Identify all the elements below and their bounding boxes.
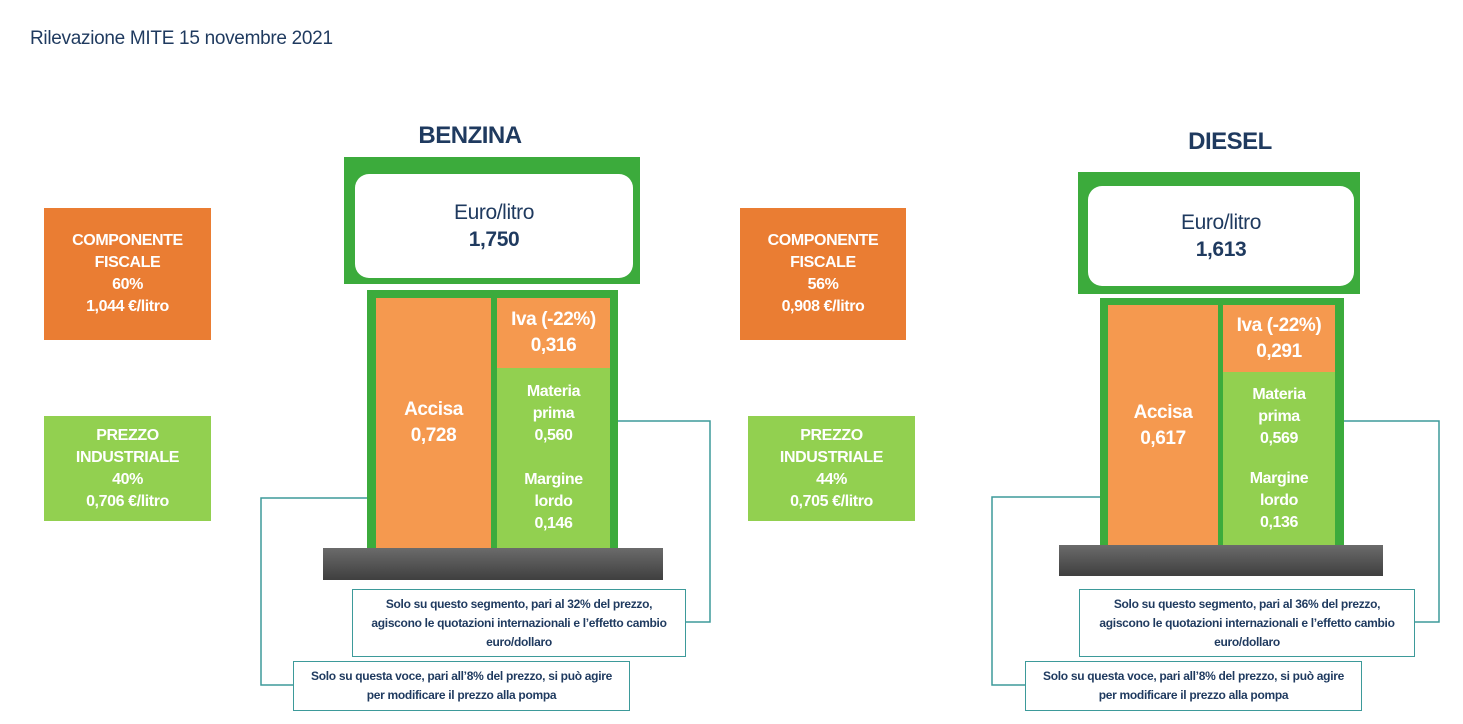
diesel-note-materia-line1: Solo su questo segmento, pari al 36% del… [1113, 596, 1381, 611]
diesel-unit-label: Euro/litro [1180, 211, 1262, 234]
diesel-fiscal-amount: 0,908 €/litro [781, 298, 865, 315]
benzina-heading: BENZINA [418, 122, 522, 149]
diesel-industrial-box: PREZZO INDUSTRIALE 44% 0,705 €/litro [748, 416, 915, 521]
diesel-fiscal-pct: 56% [807, 276, 839, 293]
benzina-fiscal-line2: FISCALE [94, 254, 161, 271]
benzina-industrial-amount: 0,706 €/litro [86, 492, 169, 510]
diesel-note-materia-line3: euro/dollaro [1214, 634, 1280, 649]
diesel-note-margine-line1: Solo su questa voce, pari all’8% del pre… [1043, 669, 1344, 683]
benzina-iva-value: 0,316 [530, 335, 577, 356]
benzina-margine-l1: Margine [524, 471, 583, 488]
benzina-accisa-label: Accisa [404, 399, 463, 420]
benzina-price-display: Euro/litro 1,750 [355, 174, 633, 278]
diesel-fiscal-box: COMPONENTE FISCALE 56% 0,908 €/litro [740, 208, 906, 340]
diesel-fiscal-line1: COMPONENTE [767, 232, 879, 249]
benzina-note-materia-line1: Solo su questo segmento, pari al 32% del… [385, 596, 653, 611]
benzina-margine-value: 0,146 [534, 515, 573, 532]
diesel-note-materia-line2: agiscono le quotazioni internazionali e … [1099, 615, 1395, 630]
benzina-fiscal-line1: COMPONENTE [72, 232, 183, 249]
benzina-note-margine-line1: Solo su questa voce, pari all’8% del pre… [311, 669, 612, 683]
benzina-fiscal-pct: 60% [112, 276, 143, 293]
diesel-accisa-label: Accisa [1133, 401, 1193, 423]
benzina-accisa-value: 0,728 [410, 425, 457, 446]
benzina-industrial-line1: PREZZO [96, 426, 159, 444]
benzina-materia-l1: Materia [526, 383, 581, 400]
diesel-margine-l2: lordo [1260, 492, 1298, 509]
diesel-industrial-segment: Materia prima 0,569 Margine lordo 0,136 [1223, 372, 1335, 546]
diesel-accisa-segment: Accisa 0,617 [1108, 305, 1218, 546]
diesel-industrial-amount: 0,705 €/litro [790, 492, 873, 510]
benzina-fiscal-box: COMPONENTE FISCALE 60% 1,044 €/litro [44, 208, 211, 340]
diesel-industrial-line2: INDUSTRIALE [779, 448, 884, 466]
benzina-industrial-pct: 40% [112, 470, 143, 488]
benzina-accisa-segment: Accisa 0,728 [376, 298, 491, 548]
diesel-industrial-pct: 44% [816, 470, 847, 488]
benzina-industrial-segment: Materia prima 0,560 Margine lordo 0,146 [497, 368, 610, 548]
benzina-materia-l2: prima [532, 405, 575, 422]
diesel-iva-label: Iva (-22%) [1236, 314, 1322, 336]
benzina-iva-label: Iva (-22%) [511, 309, 596, 330]
benzina-industrial-line2: INDUSTRIALE [75, 448, 180, 466]
benzina-materia-value: 0,560 [534, 427, 573, 444]
benzina-industrial-box: PREZZO INDUSTRIALE 40% 0,706 €/litro [44, 416, 211, 521]
benzina-iva-segment: Iva (-22%) 0,316 [497, 298, 610, 368]
diesel-materia-l1: Materia [1252, 386, 1306, 403]
diesel-note-margine: Solo su questa voce, pari all’8% del pre… [1025, 661, 1362, 711]
diesel-margine-value: 0,136 [1259, 514, 1299, 531]
benzina-note-margine: Solo su questa voce, pari all’8% del pre… [293, 661, 630, 711]
diesel-industrial-line1: PREZZO [800, 426, 863, 444]
benzina-price: 1,750 [468, 228, 520, 251]
diesel-fiscal-line2: FISCALE [790, 254, 856, 271]
diesel-materia-l2: prima [1258, 408, 1300, 425]
benzina-note-materia: Solo su questo segmento, pari al 32% del… [352, 589, 686, 657]
page-title: Rilevazione MITE 15 novembre 2021 [30, 28, 333, 49]
diesel-iva-value: 0,291 [1256, 340, 1302, 362]
benzina-materia-connector [578, 420, 711, 623]
benzina-unit-label: Euro/litro [453, 201, 535, 224]
diesel-note-materia: Solo su questo segmento, pari al 36% del… [1079, 589, 1415, 657]
diesel-accisa-value: 0,617 [1140, 427, 1186, 449]
benzina-note-margine-line2: per modificare il prezzo alla pompa [366, 688, 557, 702]
diesel-iva-segment: Iva (-22%) 0,291 [1223, 305, 1335, 372]
diesel-pump-base [1059, 545, 1383, 576]
benzina-note-materia-line2: agiscono le quotazioni internazionali e … [371, 615, 667, 630]
diesel-price-display: Euro/litro 1,613 [1088, 186, 1354, 286]
benzina-note-materia-line3: euro/dollaro [486, 634, 552, 649]
diesel-materia-value: 0,569 [1259, 430, 1299, 447]
diesel-margine-l1: Margine [1249, 470, 1309, 487]
benzina-fiscal-amount: 1,044 €/litro [86, 298, 169, 315]
diesel-heading: DIESEL [1188, 128, 1272, 155]
benzina-pump-base [323, 548, 663, 580]
diesel-materia-connector [1300, 420, 1440, 623]
diesel-note-margine-line2: per modificare il prezzo alla pompa [1098, 688, 1289, 702]
benzina-margine-l2: lordo [534, 493, 573, 510]
diesel-price: 1,613 [1195, 238, 1247, 261]
